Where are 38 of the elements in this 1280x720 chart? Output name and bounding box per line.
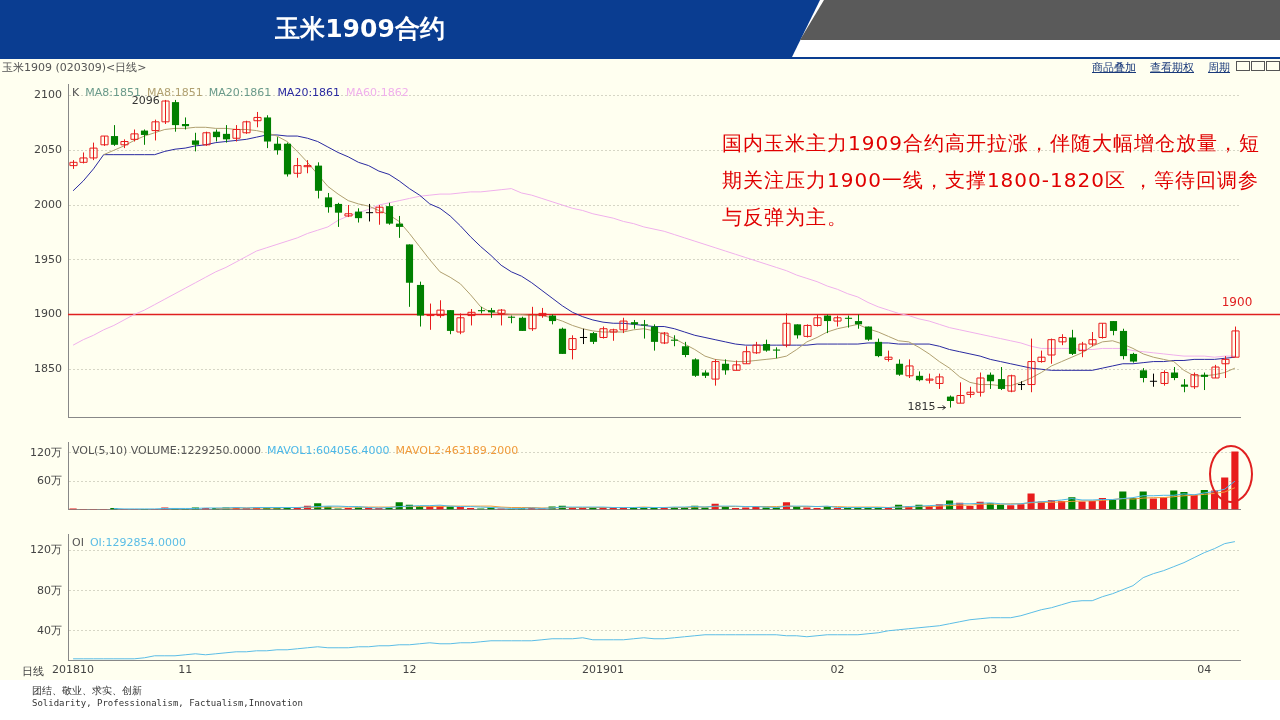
text: MAVOL2:463189.2000 <box>395 443 519 457</box>
y-tick-label: 60万 <box>37 474 62 488</box>
text: MA20:1861 <box>277 85 341 99</box>
annotation: K <box>72 85 80 99</box>
text: 商品叠加 <box>1092 61 1136 74</box>
text: MA60:1862 <box>346 85 409 99</box>
x-tick-label: 12 <box>402 663 417 677</box>
x-tick-label: 03 <box>983 663 998 677</box>
x-tick-label: 02 <box>830 663 845 677</box>
y-tick-label: 80万 <box>37 583 62 597</box>
y-tick-label: 120万 <box>30 445 62 459</box>
text: 日线 <box>22 663 44 679</box>
y-tick-label: 1900 <box>34 307 62 321</box>
y-tick-label: 2050 <box>34 143 62 157</box>
y-tick-label: 1850 <box>34 362 62 376</box>
y-tick-label: 2100 <box>34 88 62 102</box>
annotation: MA20:1861 <box>208 85 272 99</box>
y-tick-label: 40万 <box>37 623 62 637</box>
annotation: 1815 <box>907 400 936 414</box>
x-tick-label: 04 <box>1197 663 1212 677</box>
text: 团结、敬业、求实、创新 <box>32 684 142 698</box>
x-tick-label: 201901 <box>582 663 625 677</box>
y-tick-label: 2000 <box>34 197 62 211</box>
text: OI:1292854.0000 <box>89 535 186 549</box>
chart-subtitle: 玉米1909 (020309)<日线> <box>2 60 147 75</box>
text: 周期 <box>1208 61 1230 74</box>
text: Solidarity, Professionalism, Factualism,Innovation <box>32 698 303 708</box>
x-tick-label: 201810 <box>52 663 95 677</box>
x-tick-label: 11 <box>178 663 193 677</box>
y-tick-label: 1950 <box>34 252 62 266</box>
annotation: OI <box>72 535 84 549</box>
chart-title: 玉米1909合约 <box>274 13 446 45</box>
ref-line-label: 1900 <box>1221 294 1253 309</box>
y-tick-label: 120万 <box>30 543 62 557</box>
text: 查看期权 <box>1150 61 1194 74</box>
annotation: 国内玉米主力1909合约高开拉涨，伴随大幅增仓放量，短期关注压力1900一线，支撑1800-1820区 ，等待回调参与反弹为主。 <box>722 130 1261 231</box>
text: MAVOL1:604056.4000 <box>266 443 390 457</box>
annotation: VOL(5,10) VOLUME:1229250.0000 <box>72 443 261 457</box>
